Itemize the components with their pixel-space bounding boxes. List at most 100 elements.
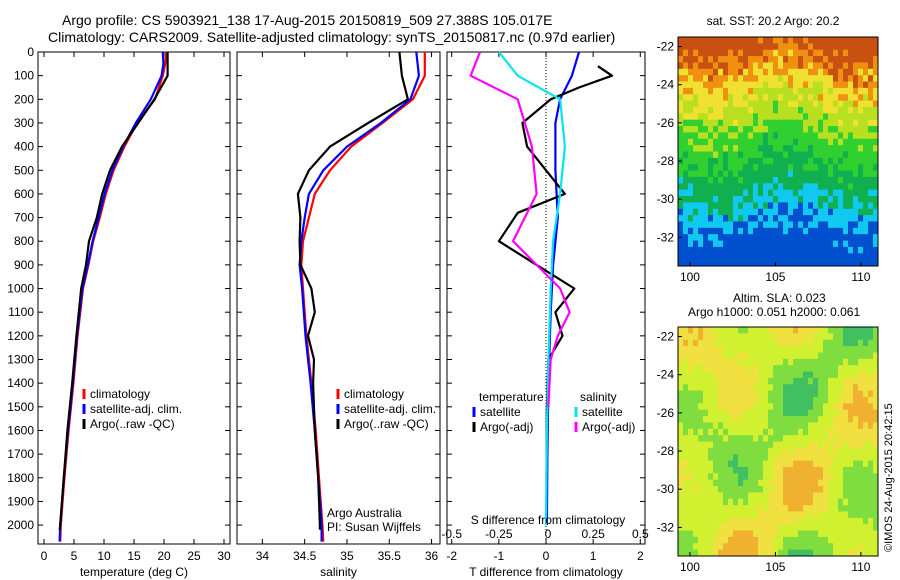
sla-map-cell	[693, 358, 699, 366]
sst-map-cell	[758, 227, 764, 235]
sst-map-cell	[858, 87, 864, 95]
sst-map-cell	[753, 164, 759, 171]
depth-tick-label: 100	[14, 69, 34, 83]
sst-map-cell	[768, 208, 774, 216]
sst-map-cell	[808, 183, 814, 191]
sla-map-cell	[793, 377, 799, 385]
sst-map-cell	[833, 189, 839, 197]
sla-map-cell	[838, 517, 844, 525]
sst-map-cell	[733, 259, 739, 267]
sla-map-cell	[683, 517, 689, 525]
sla-map-cell	[783, 371, 789, 379]
sla-map-cell	[748, 466, 754, 474]
sla-map-cell	[823, 377, 829, 385]
sst-map-cell	[678, 145, 684, 152]
sst-map-cell	[758, 113, 764, 121]
sla-map-cell	[843, 384, 849, 392]
sla-map-cell	[728, 543, 734, 551]
sla-map-cell	[778, 396, 784, 404]
sst-map-cell	[743, 81, 749, 89]
sst-map-cell	[823, 240, 829, 248]
sst-map-cell	[843, 183, 849, 191]
sst-map-cell	[758, 62, 764, 70]
sla-map-cell	[748, 396, 754, 404]
sla-map-cell	[843, 543, 849, 551]
sla-map-cell	[758, 384, 764, 392]
sst-map-cell	[873, 94, 879, 102]
salinity-series-2-line	[296, 51, 409, 530]
sst-map-cell	[728, 176, 734, 184]
sst-map-cell	[688, 87, 694, 95]
sla-map-cell	[788, 486, 794, 493]
sst-map-cell	[818, 196, 824, 203]
sst-map-cell	[733, 138, 739, 146]
sst-map-cell	[798, 106, 804, 114]
sla-map-cell	[863, 333, 869, 341]
sla-map-cell	[873, 479, 879, 487]
sst-map-cell	[813, 176, 819, 184]
sst-map-cell	[678, 183, 684, 191]
sla-map-cell	[698, 492, 704, 500]
sla-map-cell	[848, 333, 854, 341]
sst-map-cell	[773, 253, 779, 261]
sla-map-cell	[843, 479, 849, 487]
sla-map-cell	[788, 536, 794, 544]
sst-map-cell	[838, 119, 844, 127]
sst-map-cell	[713, 234, 719, 241]
sst-map-cell	[828, 208, 834, 216]
sla-map-cell	[808, 327, 814, 334]
sst-map-cell	[853, 106, 859, 114]
sst-map-cell	[738, 138, 744, 146]
sla-map-cell	[808, 352, 814, 360]
sst-map-cell	[723, 240, 729, 248]
sla-map-cell	[733, 390, 739, 398]
sla-map-cell	[828, 498, 834, 506]
sst-map-cell	[723, 189, 729, 197]
sla-map-cell	[808, 339, 814, 347]
sst-map-cell	[698, 253, 704, 261]
sst-map-cell	[683, 68, 689, 76]
sla-map-cell	[703, 479, 709, 487]
sst-map-cell	[728, 164, 734, 171]
sst-map-cell	[753, 208, 759, 216]
sla-map-cell	[823, 390, 829, 398]
sla-map-cell	[693, 403, 699, 411]
sla-map-cell	[803, 441, 809, 449]
sla-map-cell	[703, 327, 709, 334]
sla-map-cell	[803, 498, 809, 506]
sst-map-cell	[778, 170, 784, 178]
sla-map-cell	[723, 479, 729, 487]
sst-map-cell	[768, 81, 774, 89]
sla-map-cell	[678, 517, 684, 525]
sst-map-cell	[873, 157, 879, 165]
sst-map-cell	[768, 145, 774, 152]
sst-map-cell	[733, 37, 739, 44]
sst-map-cell	[738, 151, 744, 159]
depth-tick-label: 200	[14, 92, 34, 106]
sla-map-cell	[793, 454, 799, 461]
sst-map-cell	[778, 240, 784, 248]
sst-map-cell	[748, 202, 754, 210]
sla-map-cell	[753, 377, 759, 385]
sst-map-cell	[693, 49, 699, 57]
sla-map-cell	[868, 358, 874, 366]
sst-map-cell	[798, 87, 804, 95]
sla-map-cell	[758, 549, 764, 557]
sst-map-cell	[718, 189, 724, 197]
sst-map-cell	[838, 126, 844, 133]
sla-map-cell	[728, 352, 734, 360]
depth-tick-label: 400	[14, 140, 34, 154]
sla-map-cell	[788, 384, 794, 392]
sst-map-cell	[793, 259, 799, 267]
sla-map-cell	[853, 479, 859, 487]
sst-map-cell	[788, 189, 794, 197]
sst-map-cell	[763, 253, 769, 261]
sst-map-cell	[858, 43, 864, 51]
sst-map-cell	[828, 119, 834, 127]
sst-map-cell	[858, 49, 864, 57]
sla-map-cell	[708, 498, 714, 506]
sst-map-cell	[798, 126, 804, 133]
sst-map-cell	[683, 208, 689, 216]
sla-map-cell	[798, 479, 804, 487]
sst-map-cell	[768, 37, 774, 44]
